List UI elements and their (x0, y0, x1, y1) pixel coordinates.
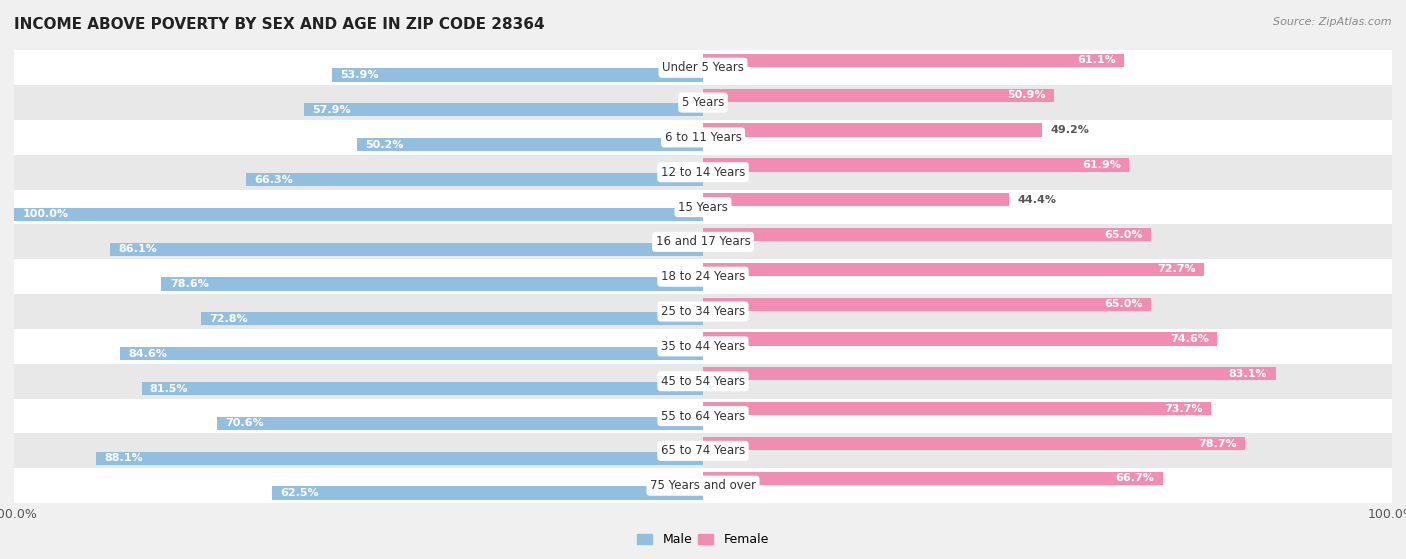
Legend: Male, Female: Male, Female (633, 528, 773, 551)
Bar (703, 367, 1275, 381)
Bar (217, 416, 703, 430)
Text: 6 to 11 Years: 6 to 11 Years (665, 131, 741, 144)
Text: 25 to 34 Years: 25 to 34 Years (661, 305, 745, 318)
Bar (14, 85, 1392, 120)
Text: 5 Years: 5 Years (682, 96, 724, 109)
Text: 16 and 17 Years: 16 and 17 Years (655, 235, 751, 248)
Bar (96, 452, 703, 465)
Bar (14, 468, 1392, 503)
Text: 70.6%: 70.6% (225, 418, 263, 428)
Text: 72.7%: 72.7% (1157, 264, 1195, 274)
Text: 75 Years and over: 75 Years and over (650, 479, 756, 492)
Text: INCOME ABOVE POVERTY BY SEX AND AGE IN ZIP CODE 28364: INCOME ABOVE POVERTY BY SEX AND AGE IN Z… (14, 17, 544, 32)
Text: 65 to 74 Years: 65 to 74 Years (661, 444, 745, 457)
Bar (14, 294, 1392, 329)
Bar (201, 312, 703, 325)
Text: Source: ZipAtlas.com: Source: ZipAtlas.com (1274, 17, 1392, 27)
Text: 72.8%: 72.8% (209, 314, 249, 324)
Bar (14, 208, 703, 221)
Text: 86.1%: 86.1% (118, 244, 157, 254)
Bar (304, 103, 703, 116)
Text: 15 Years: 15 Years (678, 201, 728, 214)
Text: 65.0%: 65.0% (1104, 230, 1143, 240)
Bar (703, 54, 1123, 67)
Text: 50.2%: 50.2% (366, 140, 404, 150)
Text: 61.1%: 61.1% (1077, 55, 1116, 65)
Text: 78.6%: 78.6% (170, 279, 208, 289)
Bar (162, 277, 703, 291)
Bar (14, 190, 1392, 225)
Text: 84.6%: 84.6% (128, 349, 167, 359)
Bar (14, 225, 1392, 259)
Text: 53.9%: 53.9% (340, 70, 378, 80)
Bar (14, 120, 1392, 155)
Bar (703, 193, 1010, 206)
Text: 18 to 24 Years: 18 to 24 Years (661, 270, 745, 283)
Text: 66.3%: 66.3% (254, 174, 294, 184)
Bar (703, 158, 1129, 172)
Bar (703, 124, 1042, 137)
Bar (273, 486, 703, 500)
Bar (703, 472, 1163, 485)
Text: 74.6%: 74.6% (1170, 334, 1209, 344)
Text: 83.1%: 83.1% (1229, 369, 1267, 379)
Text: 57.9%: 57.9% (312, 105, 352, 115)
Text: 61.9%: 61.9% (1083, 160, 1121, 170)
Bar (703, 333, 1218, 345)
Text: 55 to 64 Years: 55 to 64 Years (661, 410, 745, 423)
Text: 44.4%: 44.4% (1017, 195, 1056, 205)
Bar (14, 155, 1392, 190)
Bar (246, 173, 703, 186)
Bar (14, 50, 1392, 85)
Bar (14, 433, 1392, 468)
Bar (332, 68, 703, 82)
Bar (357, 138, 703, 151)
Text: 65.0%: 65.0% (1104, 299, 1143, 309)
Bar (14, 329, 1392, 364)
Text: 100.0%: 100.0% (22, 210, 69, 219)
Bar (703, 263, 1204, 276)
Text: 66.7%: 66.7% (1115, 473, 1154, 484)
Bar (703, 437, 1246, 450)
Bar (142, 382, 703, 395)
Bar (703, 89, 1053, 102)
Bar (703, 228, 1152, 241)
Text: 73.7%: 73.7% (1164, 404, 1202, 414)
Text: 35 to 44 Years: 35 to 44 Years (661, 340, 745, 353)
Text: 45 to 54 Years: 45 to 54 Years (661, 375, 745, 388)
Text: 49.2%: 49.2% (1050, 125, 1090, 135)
Bar (14, 364, 1392, 399)
Text: 62.5%: 62.5% (281, 488, 319, 498)
Text: 78.7%: 78.7% (1198, 439, 1237, 448)
Bar (14, 259, 1392, 294)
Bar (120, 347, 703, 361)
Text: 50.9%: 50.9% (1007, 90, 1046, 100)
Bar (14, 399, 1392, 433)
Bar (703, 297, 1152, 311)
Text: Under 5 Years: Under 5 Years (662, 61, 744, 74)
Bar (110, 243, 703, 256)
Text: 88.1%: 88.1% (104, 453, 143, 463)
Text: 81.5%: 81.5% (150, 383, 188, 394)
Text: 12 to 14 Years: 12 to 14 Years (661, 165, 745, 179)
Bar (703, 402, 1211, 415)
